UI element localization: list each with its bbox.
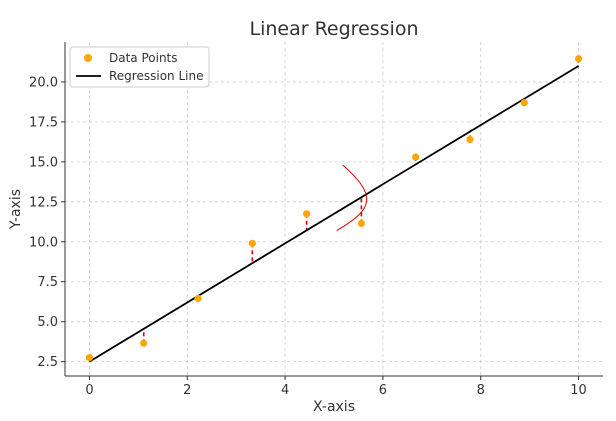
data-point [520, 99, 528, 107]
data-points-layer [85, 55, 583, 362]
axes [61, 42, 603, 380]
x-tick-label: 10 [570, 383, 587, 398]
data-point [140, 339, 148, 347]
chart-title: Linear Regression [249, 18, 418, 40]
data-point [412, 153, 420, 161]
x-tick-label: 2 [183, 383, 191, 398]
legend-label-regression-line: Regression Line [109, 69, 203, 83]
regression-line [88, 65, 580, 363]
legend: Data Points Regression Line [69, 46, 210, 88]
x-tick-label: 4 [281, 383, 289, 398]
y-tick-label: 20.0 [29, 75, 58, 90]
regression-line-layer [88, 65, 580, 363]
grid [65, 42, 603, 376]
tick-labels: 0 2 4 6 8 10 2.5 5.0 7.5 10.0 12.5 15.0 17.5 20.0 [29, 75, 587, 398]
x-tick-label: 8 [477, 383, 485, 398]
legend-label-data-points: Data Points [109, 51, 178, 65]
y-tick-label: 10.0 [29, 235, 58, 250]
data-point [357, 219, 365, 227]
data-point [466, 135, 474, 144]
y-tick-label: 5.0 [37, 315, 58, 330]
data-point [85, 354, 94, 362]
legend-box [69, 46, 210, 88]
annotation-curve [336, 164, 368, 232]
residual-lines [88, 58, 580, 362]
data-point [248, 239, 256, 247]
y-tick-label: 15.0 [29, 155, 58, 170]
x-tick-label: 0 [85, 383, 93, 398]
legend-marker-data-points [84, 54, 92, 62]
annotation-layer [336, 164, 368, 232]
y-tick-label: 2.5 [37, 355, 58, 370]
data-point [303, 210, 311, 218]
data-point [194, 294, 202, 303]
y-tick-label: 12.5 [29, 195, 58, 210]
y-axis-label: Y-axis [8, 189, 24, 230]
x-tick-label: 6 [379, 383, 387, 398]
y-tick-label: 17.5 [29, 115, 58, 130]
y-tick-label: 7.5 [37, 275, 58, 290]
data-point [574, 55, 583, 63]
x-axis-label: X-axis [313, 399, 355, 415]
